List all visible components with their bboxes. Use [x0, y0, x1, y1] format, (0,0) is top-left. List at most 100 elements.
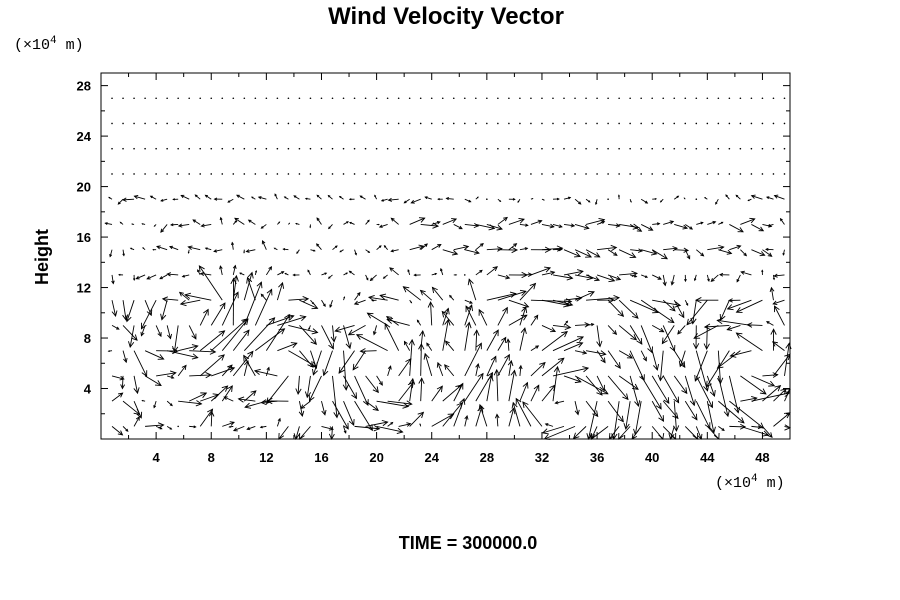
vector-arrow — [179, 291, 190, 301]
vector-arrowhead — [316, 217, 320, 221]
vector-arrow — [618, 299, 639, 319]
vector-dot — [684, 173, 687, 175]
vector-arrowhead — [213, 249, 218, 253]
vector-arrowhead — [693, 278, 697, 282]
vector-arrowhead — [654, 197, 658, 200]
vector-arrowhead — [669, 305, 676, 312]
vector-arrow — [552, 299, 573, 306]
vector-arrow — [343, 350, 347, 390]
vector-arrow — [420, 290, 433, 301]
vector-arrow — [751, 425, 762, 428]
vector-arrowhead — [274, 193, 277, 197]
vector-arrowhead — [599, 350, 607, 357]
vector-arrowhead — [750, 194, 756, 199]
vector-arrowhead — [247, 350, 254, 358]
vector-arrowhead — [533, 314, 539, 320]
vector-arrow — [261, 224, 267, 229]
vector-arrow — [323, 350, 333, 376]
vector-arrow — [640, 325, 653, 353]
vector-arrow — [310, 350, 317, 369]
vector-arrow — [573, 426, 587, 439]
vector-dot — [596, 97, 598, 100]
vector-arrow — [625, 401, 631, 429]
vector-dot — [375, 147, 378, 150]
vector-arrow — [607, 325, 617, 335]
vector-dot — [155, 147, 157, 150]
vector-arrowhead — [720, 221, 724, 224]
vector-arrow — [180, 299, 201, 305]
vector-arrow — [146, 274, 157, 280]
vector-dot — [574, 97, 576, 100]
vector-arrow — [162, 298, 179, 301]
vector-arrowhead — [119, 221, 122, 224]
vector-dot — [265, 97, 268, 100]
vector-dot — [210, 97, 213, 100]
vector-dot — [475, 97, 477, 100]
vector-arrow — [453, 398, 465, 427]
vector-arrow — [740, 249, 747, 256]
vector-arrow — [522, 401, 543, 427]
vector-arrow — [409, 411, 424, 427]
vector-arrowhead — [716, 362, 724, 369]
vector-dot — [728, 122, 731, 125]
vector-dot — [761, 147, 764, 150]
vector-arrow — [111, 325, 120, 330]
vector-dot — [342, 147, 345, 150]
vector-arrowhead — [644, 200, 649, 204]
vector-arrowhead — [594, 276, 601, 282]
vector-arrowhead — [494, 413, 500, 419]
vector-arrow — [111, 300, 117, 317]
x-tick-label: 16 — [314, 450, 328, 465]
vector-arrow — [111, 426, 123, 436]
vector-arrowhead — [617, 194, 620, 197]
vector-dot — [519, 147, 521, 150]
vector-arrowhead — [500, 336, 507, 343]
vector-arrowhead — [287, 314, 295, 321]
y-tick-label: 4 — [84, 382, 92, 397]
vector-arrowhead — [191, 344, 199, 351]
vector-dot — [574, 147, 576, 150]
vector-arrowhead — [236, 194, 240, 198]
vector-arrow — [166, 400, 173, 406]
vector-arrowhead — [734, 406, 741, 414]
vector-arrow — [195, 194, 201, 200]
vector-dot — [221, 97, 224, 100]
vector-arrowhead — [419, 289, 426, 296]
vector-arrow — [629, 299, 659, 313]
vector-dot — [353, 173, 356, 175]
vector-arrow — [780, 218, 785, 225]
vector-arrowhead — [565, 320, 569, 324]
vector-arrowhead — [715, 202, 718, 205]
vector-dot — [607, 97, 609, 100]
vector-arrowhead — [346, 221, 349, 224]
vector-dot — [463, 97, 466, 100]
vector-arrow — [596, 221, 605, 225]
vector-arrowhead — [634, 274, 638, 278]
vector-arrowhead — [304, 391, 312, 399]
vector-arrow — [762, 385, 781, 402]
vector-arrow — [173, 325, 179, 352]
vector-dot — [783, 173, 786, 175]
vector-arrow — [276, 418, 281, 427]
vector-arrowhead — [505, 274, 511, 280]
vector-arrow — [740, 397, 757, 402]
vector-arrowhead — [334, 326, 342, 333]
vector-arrowhead — [576, 341, 584, 348]
vector-arrow — [370, 274, 377, 281]
x-tick-label: 36 — [590, 450, 604, 465]
vector-arrow — [332, 375, 338, 418]
vector-arrowhead — [379, 293, 387, 300]
vector-arrow — [740, 425, 769, 436]
vector-dot — [695, 122, 698, 125]
vector-dot — [430, 173, 433, 175]
vector-arrowhead — [355, 334, 363, 340]
vector-arrow — [349, 270, 355, 276]
vector-arrow — [220, 217, 223, 225]
vector-arrowhead — [614, 362, 621, 369]
vector-arrow — [133, 375, 138, 394]
vector-arrowhead — [434, 272, 438, 276]
vector-arrowhead — [218, 330, 226, 337]
vector-dot — [144, 122, 146, 125]
vector-arrowhead — [572, 432, 580, 440]
